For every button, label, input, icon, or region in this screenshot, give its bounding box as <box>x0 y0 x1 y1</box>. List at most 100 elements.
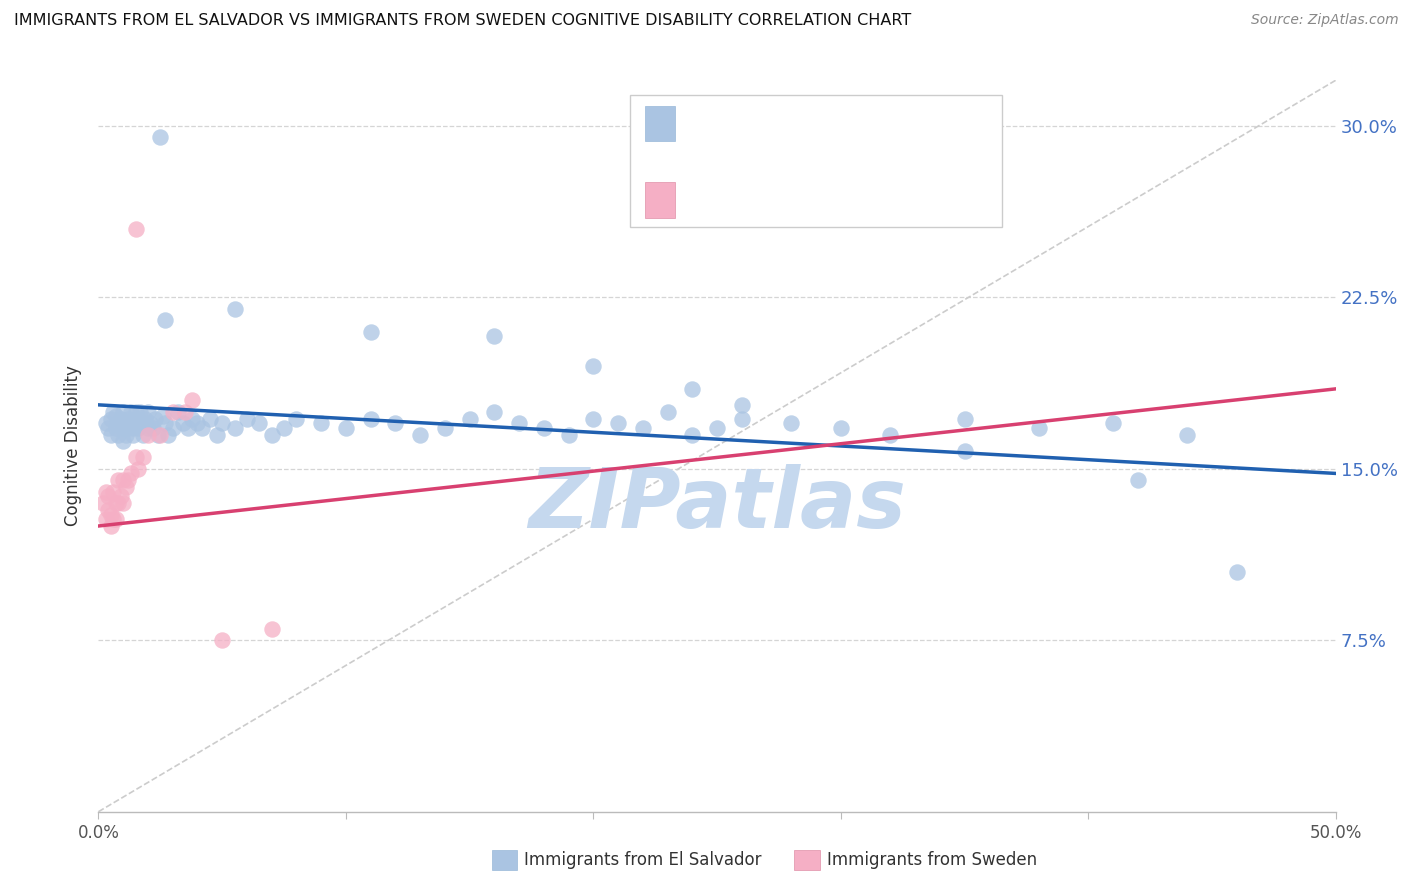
Text: N =: N = <box>782 191 835 209</box>
Point <box>114 427 136 442</box>
Point <box>557 427 579 442</box>
Point <box>681 427 703 442</box>
Point <box>122 420 145 434</box>
Point <box>260 622 283 636</box>
Point <box>114 480 136 494</box>
Point <box>97 489 120 503</box>
Point <box>107 496 129 510</box>
Point <box>236 411 259 425</box>
Point <box>107 427 129 442</box>
Point <box>631 420 654 434</box>
Point <box>191 420 214 434</box>
Point <box>104 409 127 424</box>
Point <box>94 512 117 526</box>
Text: Immigrants from Sweden: Immigrants from Sweden <box>827 851 1036 869</box>
Point <box>127 411 149 425</box>
Point <box>146 427 169 442</box>
Point <box>124 450 146 465</box>
Point <box>94 484 117 499</box>
Point <box>127 462 149 476</box>
Point <box>149 427 172 442</box>
Point <box>224 420 246 434</box>
Point <box>484 329 506 343</box>
Point <box>107 473 129 487</box>
Point <box>136 427 159 442</box>
Point <box>360 411 382 425</box>
Point <box>953 411 976 425</box>
Point <box>110 411 132 425</box>
Point <box>433 420 456 434</box>
Point <box>112 434 135 449</box>
Point <box>166 405 188 419</box>
Point <box>484 405 506 419</box>
Point <box>97 503 120 517</box>
Point <box>97 420 120 434</box>
Point <box>582 411 605 425</box>
Point <box>162 420 184 434</box>
Point <box>117 411 139 425</box>
Point <box>134 411 156 425</box>
Point <box>142 420 165 434</box>
Point <box>174 405 197 419</box>
Point <box>156 427 179 442</box>
Point <box>657 405 679 419</box>
Point <box>176 420 198 434</box>
Point <box>247 416 270 430</box>
Point <box>211 416 233 430</box>
Point <box>107 416 129 430</box>
Point <box>117 420 139 434</box>
Point <box>780 416 803 430</box>
Point <box>172 416 194 430</box>
Point <box>211 633 233 648</box>
Point <box>458 411 481 425</box>
Point <box>143 411 166 425</box>
Text: R =: R = <box>686 114 723 132</box>
Point <box>198 411 221 425</box>
Point <box>104 496 127 510</box>
Point <box>273 420 295 434</box>
Point <box>132 427 155 442</box>
Point <box>100 411 122 425</box>
Text: ZIPatlas: ZIPatlas <box>529 464 905 545</box>
Point <box>830 420 852 434</box>
Point <box>181 393 204 408</box>
Point <box>112 473 135 487</box>
Point <box>533 420 555 434</box>
Point <box>103 484 125 499</box>
Text: -0.267: -0.267 <box>717 114 782 132</box>
Text: N =: N = <box>782 114 835 132</box>
Point <box>879 427 901 442</box>
Point <box>1175 427 1198 442</box>
Point <box>409 427 432 442</box>
Point <box>117 473 139 487</box>
Point <box>100 508 122 522</box>
Point <box>132 450 155 465</box>
Text: R =: R = <box>686 191 723 209</box>
Point <box>114 416 136 430</box>
Point <box>104 420 127 434</box>
Text: 90: 90 <box>827 114 852 132</box>
Point <box>149 130 172 145</box>
Point <box>124 405 146 419</box>
Point <box>508 416 530 430</box>
Point <box>706 420 728 434</box>
Point <box>129 405 152 419</box>
Point <box>120 467 142 481</box>
Point <box>681 382 703 396</box>
Text: 30: 30 <box>827 191 852 209</box>
Point <box>731 411 754 425</box>
Point <box>103 512 125 526</box>
Point <box>260 427 283 442</box>
Point <box>112 496 135 510</box>
Point <box>136 405 159 419</box>
Point <box>124 222 146 236</box>
Point <box>132 416 155 430</box>
Point <box>104 512 127 526</box>
Point <box>152 409 174 424</box>
Point <box>93 496 115 510</box>
Point <box>1028 420 1050 434</box>
Point <box>953 443 976 458</box>
Point <box>162 405 184 419</box>
Text: 0.223: 0.223 <box>717 191 775 209</box>
Point <box>155 416 177 430</box>
